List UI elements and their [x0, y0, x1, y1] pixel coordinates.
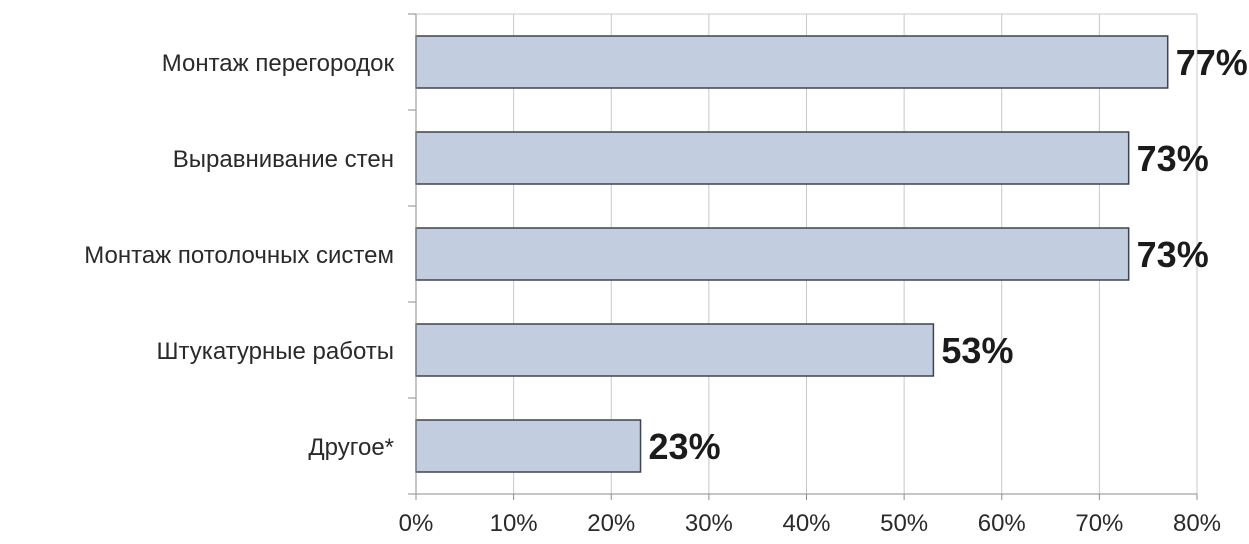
data-label: 53% [941, 330, 1013, 371]
data-label: 73% [1137, 234, 1209, 275]
axis-layer [408, 13, 1198, 500]
x-tick-label: 60% [978, 510, 1026, 537]
bar [415, 35, 1169, 89]
x-tick-label: 80% [1173, 510, 1221, 537]
bar [415, 323, 935, 377]
category-label: Другое* [308, 434, 394, 461]
x-tick-label: 50% [880, 510, 928, 537]
category-label: Штукатурные работы [157, 338, 394, 365]
data-label: 23% [649, 426, 721, 467]
x-tick-label: 10% [490, 510, 538, 537]
category-label: Выравнивание стен [173, 146, 394, 173]
data-label: 73% [1137, 138, 1209, 179]
x-tick-label: 0% [399, 510, 434, 537]
x-tick-label: 70% [1075, 510, 1123, 537]
data-label: 77% [1176, 42, 1248, 83]
category-label: Монтаж потолочных систем [84, 242, 394, 269]
bar [415, 419, 642, 473]
bar [415, 131, 1130, 185]
labels-layer: 0% 10% 20% 30% 40% 50% 60% 70% 80% Монтаж перегор… [84, 42, 1248, 537]
category-label: Монтаж перегородок [162, 50, 395, 77]
x-tick-label: 40% [782, 510, 830, 537]
x-tick-label: 20% [587, 510, 635, 537]
bar [415, 227, 1130, 281]
x-tick-label: 30% [685, 510, 733, 537]
bars-layer [415, 35, 1169, 473]
